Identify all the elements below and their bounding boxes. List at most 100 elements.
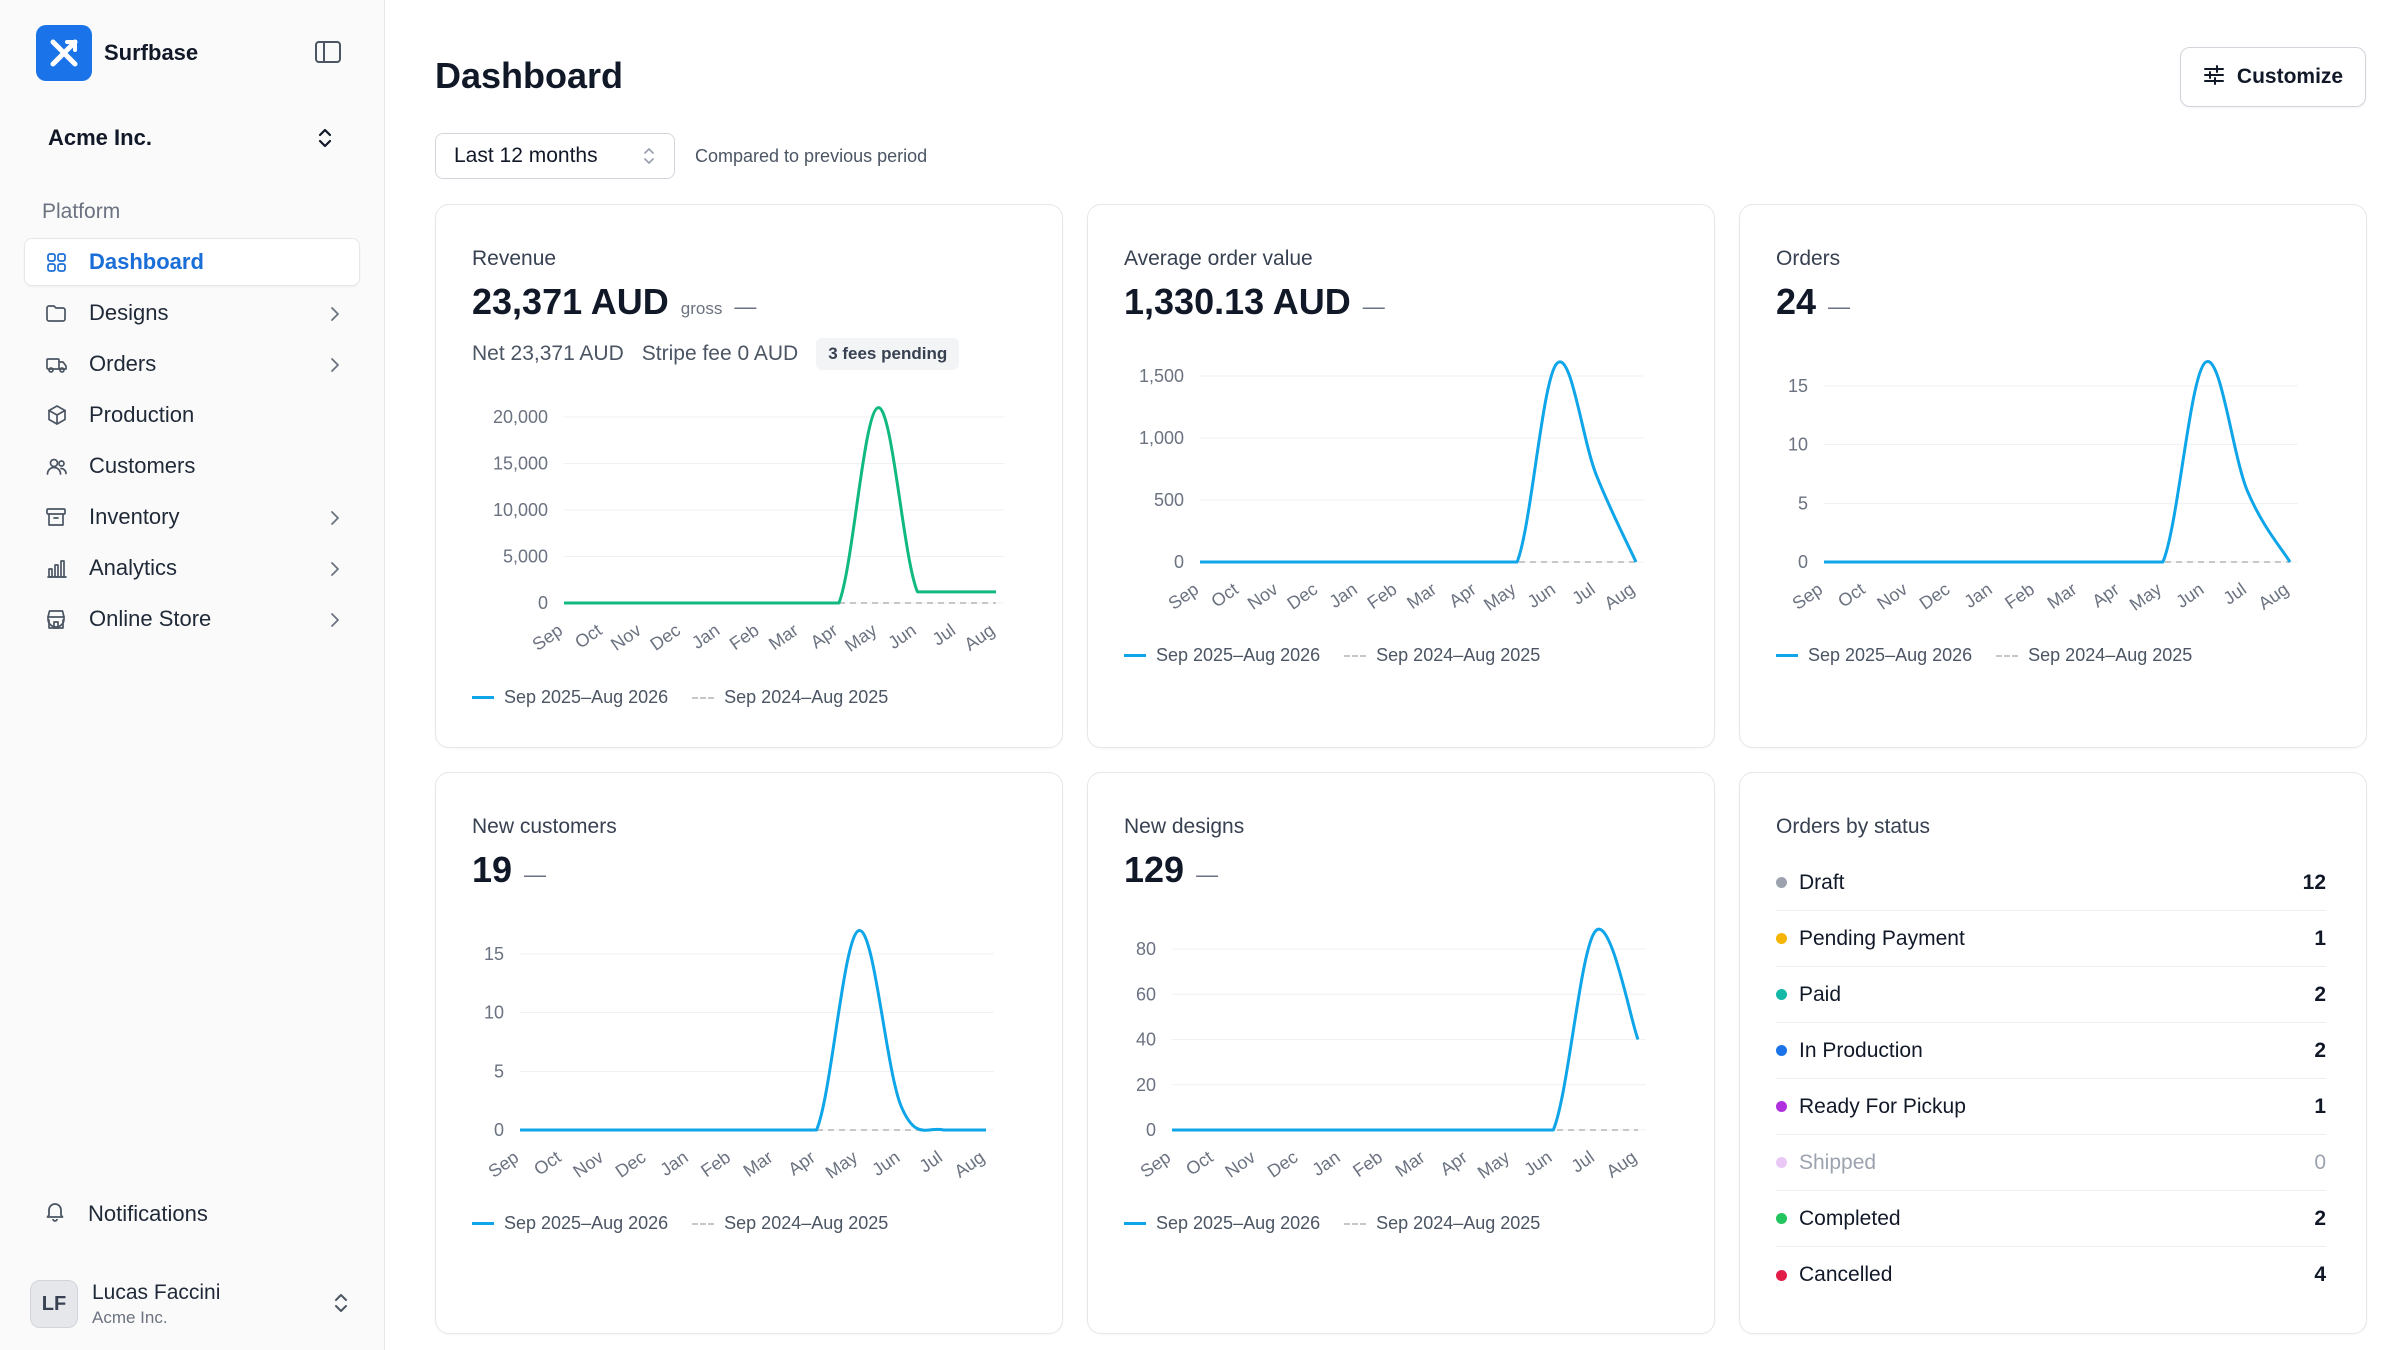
orders-chart: 15 10 5 0 Sep Oct Nov Dec Jan Feb Mar Apr May Jun Jul A… (1788, 360, 2298, 615)
x-tick-label: Jun (1524, 579, 1559, 612)
x-tick-label: Sep (1789, 579, 1827, 614)
x-tick-label: Sep (1137, 1147, 1175, 1182)
x-tick-label: Apr (1436, 1147, 1470, 1179)
legend-previous-label: Sep 2024–Aug 2025 (1376, 1213, 1541, 1233)
status-count: 1 (2314, 926, 2326, 950)
sidebar-item-online-store[interactable]: Online Store (24, 595, 360, 643)
legend-current-label: Sep 2025–Aug 2026 (504, 1213, 669, 1233)
chevron-right-icon (329, 560, 341, 578)
x-tick-label: Jul (1568, 1147, 1598, 1177)
legend-swatch-current (1124, 1222, 1146, 1225)
legend-swatch-previous (1344, 1222, 1367, 1225)
sidebar-item-designs[interactable]: Designs (24, 289, 360, 337)
legend-swatch-previous (692, 696, 715, 699)
x-tick-label: Feb (726, 620, 763, 654)
sidebar-item-label: Online Store (89, 606, 212, 631)
legend-swatch-previous (1996, 654, 2019, 657)
y-tick-label: 15 (1788, 376, 1808, 396)
status-count: 1 (2314, 1094, 2326, 1118)
status-row-in-production[interactable]: In Production 2 (1776, 1023, 2326, 1079)
revenue-card: Revenue 23,371 AUD gross — Net 23,371 AU… (435, 204, 1063, 748)
sidebar-item-label: Designs (89, 300, 169, 325)
user-org: Acme Inc. (92, 1307, 168, 1327)
series-current-line (1824, 360, 2292, 564)
x-tick-label: Sep (529, 620, 567, 655)
fees-pending-badge[interactable]: 3 fees pending (816, 338, 960, 370)
legend-previous-label: Sep 2024–Aug 2025 (2028, 645, 2193, 665)
x-tick-label: Sep (485, 1147, 523, 1182)
sidebar-item-orders[interactable]: Orders (24, 340, 360, 388)
x-tick-label: Oct (530, 1147, 564, 1179)
x-tick-label: May (1474, 1147, 1513, 1183)
new-customers-value: 19 (472, 849, 513, 890)
x-tick-label: Feb (1364, 579, 1401, 613)
sidebar-item-dashboard[interactable]: Dashboard (24, 238, 360, 286)
status-count: 12 (2302, 870, 2326, 894)
chevron-right-icon (329, 356, 341, 374)
org-name: Acme Inc. (48, 125, 152, 150)
sidebar-item-inventory[interactable]: Inventory (24, 493, 360, 541)
status-row-cancelled[interactable]: Cancelled 4 (1776, 1247, 2326, 1303)
x-tick-label: Nov (1221, 1147, 1259, 1182)
y-tick-label: 5,000 (503, 547, 548, 567)
status-list: Draft 12 Pending Payment 1 Paid 2 In Productio… (1776, 855, 2326, 1303)
customize-label: Customize (2236, 65, 2344, 88)
sidebar-item-label: Customers (89, 453, 196, 478)
sidebar-item-analytics[interactable]: Analytics (24, 544, 360, 592)
status-label: Shipped (1799, 1150, 1877, 1174)
x-tick-label: Aug (961, 620, 999, 655)
status-dot (1776, 1269, 1787, 1281)
user-menu[interactable]: LF Lucas Faccini Acme Inc. (30, 1277, 360, 1331)
status-row-shipped[interactable]: Shipped 0 (1776, 1135, 2326, 1191)
y-tick-label: 500 (1154, 490, 1184, 510)
period-value: Last 12 months (454, 144, 598, 167)
org-switcher[interactable]: Acme Inc. (24, 118, 354, 158)
x-tick-label: Aug (1603, 1147, 1641, 1182)
card-title: Orders by status (1776, 815, 1931, 838)
status-dot (1776, 1157, 1787, 1168)
y-tick-label: 5 (1798, 493, 1808, 513)
series-current-line (1172, 927, 1640, 1132)
sidebar-toggle-icon[interactable] (314, 40, 342, 64)
status-row-pending-payment[interactable]: Pending Payment 1 (1776, 911, 2326, 967)
status-row-draft[interactable]: Draft 12 (1776, 855, 2326, 911)
grid-icon (45, 251, 67, 273)
y-tick-label: 0 (1798, 552, 1808, 572)
status-row-ready-for-pickup[interactable]: Ready For Pickup 1 (1776, 1079, 2326, 1135)
chart-legend: Sep 2025–Aug 2026 Sep 2024–Aug 2025 (1124, 645, 1540, 666)
sidebar-item-label: Analytics (89, 555, 178, 580)
change-indicator: — (1196, 862, 1219, 887)
gross-label: gross (680, 299, 723, 318)
change-indicator: — (524, 862, 547, 887)
user-name: Lucas Faccini (92, 1280, 221, 1304)
customize-button[interactable]: Customize (2180, 47, 2366, 107)
status-row-completed[interactable]: Completed 2 (1776, 1191, 2326, 1247)
x-tick-label: Nov (607, 620, 645, 655)
status-dot (1776, 1045, 1787, 1056)
page-title: Dashboard (435, 55, 624, 96)
notifications-label: Notifications (88, 1200, 208, 1226)
sidebar-item-production[interactable]: Production (24, 391, 360, 439)
sidebar: Surfbase Acme Inc. Platform Dashboard Des… (0, 0, 385, 1350)
x-tick-label: Nov (1244, 579, 1282, 614)
period-select[interactable]: Last 12 months (435, 133, 675, 179)
sidebar-item-customers[interactable]: Customers (24, 442, 360, 490)
y-tick-label: 0 (1146, 1120, 1156, 1140)
legend-current-label: Sep 2025–Aug 2026 (1156, 645, 1321, 665)
x-tick-label: Mar (2044, 579, 2081, 613)
legend-previous-label: Sep 2024–Aug 2025 (724, 687, 889, 707)
brand[interactable]: Surfbase (36, 25, 198, 81)
legend-current-label: Sep 2025–Aug 2026 (504, 687, 669, 707)
x-tick-label: May (1480, 579, 1519, 615)
x-tick-label: Jul (1568, 579, 1598, 609)
change-indicator: — (1362, 294, 1385, 319)
x-tick-label: Jul (916, 1147, 946, 1177)
status-label: Draft (1799, 870, 1845, 894)
chevron-right-icon (329, 611, 341, 629)
notifications-link[interactable]: Notifications (44, 1200, 208, 1227)
new-designs-value: 129 (1124, 849, 1185, 890)
status-row-paid[interactable]: Paid 2 (1776, 967, 2326, 1023)
x-tick-label: Aug (1601, 579, 1639, 614)
box-icon (45, 404, 67, 426)
revenue-chart: 20,000 15,000 10,000 5,000 0 Sep Oct Nov Dec Jan F… (493, 406, 1004, 656)
